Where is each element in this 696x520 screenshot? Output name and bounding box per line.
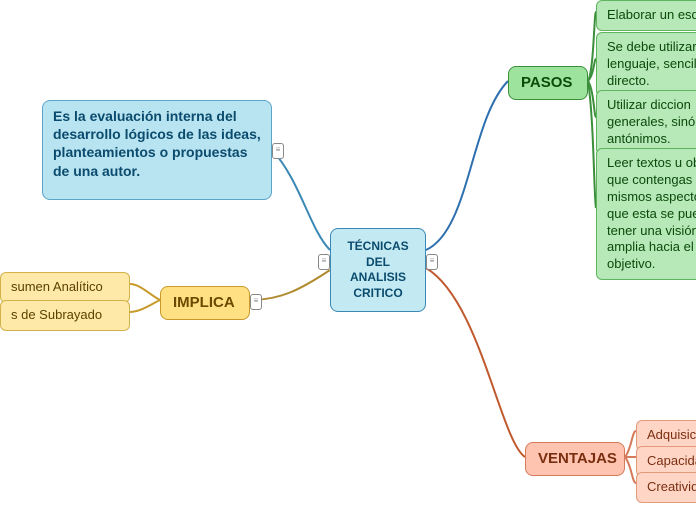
expand-handle-right[interactable]: ≡: [426, 254, 438, 270]
center-node[interactable]: TÉCNICAS DEL ANALISIS CRITICO: [330, 228, 426, 312]
implica-item-1[interactable]: s de Subrayado: [0, 300, 130, 331]
pasos-item-1[interactable]: Se debe utilizar lenguaje, sencil direct…: [596, 32, 696, 97]
pasos-item-3[interactable]: Leer textos u ob que contengas l mismos …: [596, 148, 696, 280]
definition-node[interactable]: Es la evaluación interna del desarrollo …: [42, 100, 272, 200]
expand-handle-implica[interactable]: ≡: [250, 294, 262, 310]
pasos-item-2[interactable]: Utilizar diccion generales, sinó antónim…: [596, 90, 696, 155]
branch-ventajas[interactable]: VENTAJAS: [525, 442, 625, 476]
branch-pasos[interactable]: PASOS: [508, 66, 588, 100]
implica-item-0[interactable]: sumen Analítico: [0, 272, 130, 303]
expand-handle-def[interactable]: ≡: [272, 143, 284, 159]
mindmap-canvas: TÉCNICAS DEL ANALISIS CRITICO ≡ ≡ Es la …: [0, 0, 696, 520]
branch-implica[interactable]: IMPLICA: [160, 286, 250, 320]
ventajas-item-2[interactable]: Creativida: [636, 472, 696, 503]
expand-handle-left[interactable]: ≡: [318, 254, 330, 270]
pasos-item-0[interactable]: Elaborar un esq: [596, 0, 696, 31]
